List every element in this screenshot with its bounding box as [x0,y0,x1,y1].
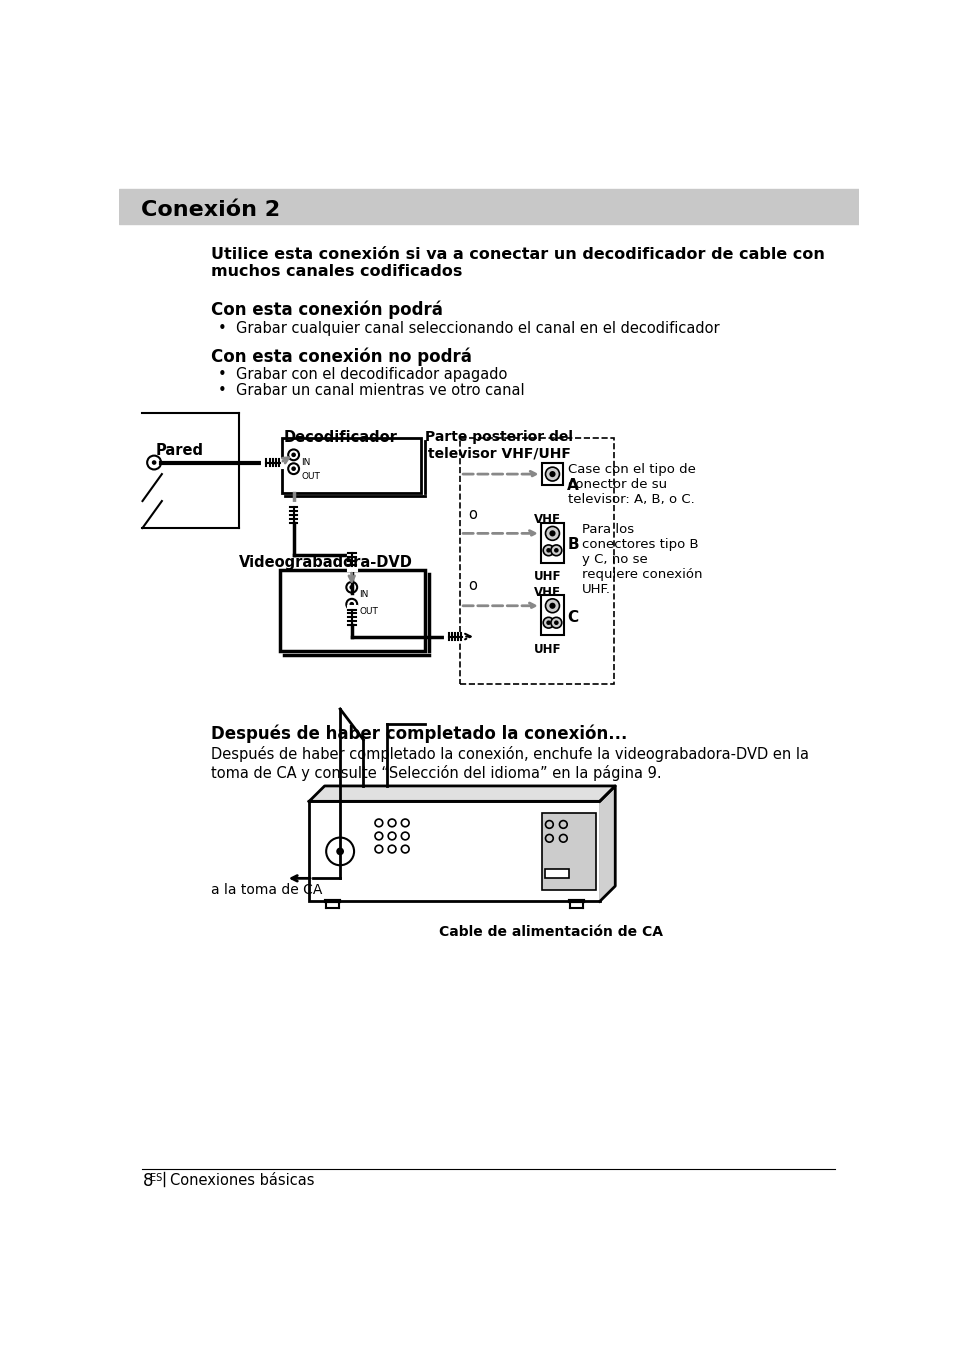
Bar [279,571,425,652]
Circle shape [549,530,555,537]
Circle shape [346,599,356,610]
Text: UHF: UHF [534,642,560,656]
Text: Videograbadora-DVD: Videograbadora-DVD [239,554,413,571]
Text: o: o [468,507,476,522]
Circle shape [152,460,156,465]
Bar [545,869,568,879]
Circle shape [349,585,354,589]
Text: Conexiones básicas: Conexiones básicas [170,1174,314,1188]
Circle shape [542,618,554,629]
Circle shape [554,621,558,625]
Circle shape [291,453,295,457]
Bar [540,523,563,562]
Text: A: A [566,479,578,493]
Circle shape [546,621,550,625]
Circle shape [550,545,561,556]
Text: UHF: UHF [534,571,560,583]
Text: Cable de alimentación de CA: Cable de alimentación de CA [438,925,661,938]
Bar [459,438,613,684]
Circle shape [335,848,344,856]
Text: ES: ES [150,1174,162,1183]
Text: •  Grabar con el decodificador apagado: • Grabar con el decodificador apagado [218,366,507,383]
Circle shape [288,449,298,460]
Circle shape [349,602,354,607]
Circle shape [542,545,554,556]
Text: Para los
conectores tipo B
y C, no se
requiere conexión
UHF.: Para los conectores tipo B y C, no se re… [581,523,701,596]
Text: •  Grabar cualquier canal seleccionando el canal en el decodificador: • Grabar cualquier canal seleccionando e… [218,320,720,335]
Polygon shape [599,786,615,902]
Text: o: o [468,579,476,594]
Circle shape [550,618,561,629]
Bar [309,802,599,902]
Circle shape [346,581,356,592]
Text: OUT: OUT [359,607,378,617]
Text: Con esta conexión no podrá: Con esta conexión no podrá [211,347,471,365]
Bar [541,464,562,485]
Text: Con esta conexión podrá: Con esta conexión podrá [211,301,442,319]
Text: VHF: VHF [534,585,560,599]
Text: Pared: Pared [155,443,203,458]
Text: IN: IN [301,458,311,466]
Text: B: B [567,537,578,552]
Text: OUT: OUT [301,472,320,481]
Circle shape [545,526,558,541]
Circle shape [549,603,555,608]
Circle shape [288,464,298,475]
Circle shape [545,468,558,481]
Circle shape [545,599,558,612]
Text: Utilice esta conexión si va a conectar un decodificador de cable con
muchos cana: Utilice esta conexión si va a conectar u… [211,247,823,280]
Polygon shape [309,786,615,802]
Circle shape [549,470,555,477]
Text: VHF: VHF [534,514,560,526]
Text: Parte posterior del
televisor VHF/UHF: Parte posterior del televisor VHF/UHF [424,430,573,461]
Text: Conexión 2: Conexión 2 [141,200,280,220]
Bar [119,189,858,224]
Bar [282,438,421,493]
Bar [541,813,596,890]
Text: IN: IN [359,591,369,599]
Circle shape [546,548,550,553]
Text: Después de haber completado la conexión...: Después de haber completado la conexión.… [211,725,626,742]
Text: a la toma de CA: a la toma de CA [211,883,322,896]
Text: C: C [567,610,578,625]
Circle shape [291,466,295,470]
Bar [540,595,563,635]
Text: Después de haber completado la conexión, enchufe la videograbadora-DVD en la
tom: Después de haber completado la conexión,… [211,746,808,780]
Text: 8: 8 [142,1172,152,1190]
Text: Decodificador: Decodificador [283,430,396,445]
Text: •  Grabar un canal mientras ve otro canal: • Grabar un canal mientras ve otro canal [218,383,524,399]
Circle shape [554,548,558,553]
Text: Case con el tipo de
conector de su
televisor: A, B, o C.: Case con el tipo de conector de su telev… [567,464,695,506]
